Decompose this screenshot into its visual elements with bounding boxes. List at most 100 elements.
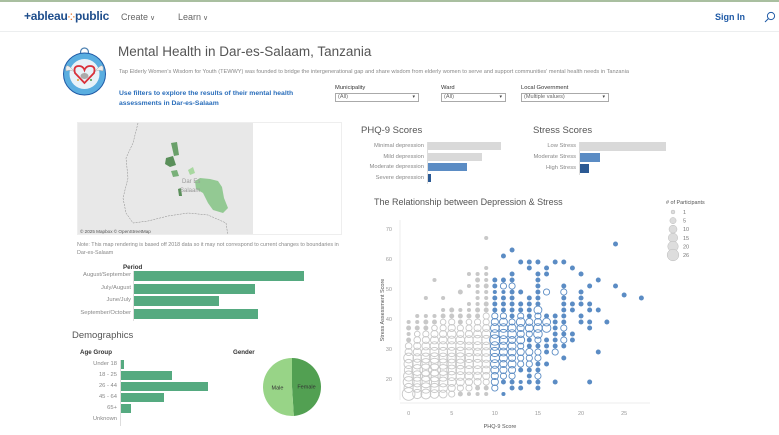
scatter-point[interactable] (507, 347, 517, 357)
scatter-point[interactable] (508, 318, 516, 326)
bar[interactable] (121, 371, 173, 380)
scatter-point[interactable] (561, 313, 567, 319)
scatter-point[interactable] (482, 371, 491, 381)
scatter-point[interactable] (587, 307, 593, 313)
scatter-point[interactable] (491, 312, 499, 320)
scatter-point[interactable] (466, 307, 472, 313)
scatter-point[interactable] (437, 376, 449, 388)
scatter-point[interactable] (419, 363, 433, 377)
scatter-point[interactable] (595, 307, 601, 313)
scatter-point[interactable] (561, 283, 567, 289)
scatter-point[interactable] (501, 289, 506, 295)
scatter-point[interactable] (484, 235, 489, 241)
scatter-point[interactable] (431, 319, 437, 325)
scatter-point[interactable] (466, 391, 472, 397)
bar[interactable] (121, 404, 131, 413)
scatter-point[interactable] (448, 318, 456, 326)
scatter-point[interactable] (604, 319, 610, 325)
scatter-point[interactable] (507, 341, 517, 351)
scatter-point[interactable] (508, 335, 517, 345)
scatter-point[interactable] (560, 288, 568, 296)
scatter-point[interactable] (475, 289, 480, 295)
scatter-point[interactable] (403, 365, 414, 375)
pie-slice-female[interactable] (292, 358, 322, 416)
scatter-point[interactable] (595, 349, 601, 355)
scatter-point[interactable] (509, 385, 515, 391)
scatter-point[interactable] (404, 347, 413, 357)
scatter-point[interactable] (561, 319, 567, 325)
scatter-point[interactable] (613, 283, 619, 289)
scatter-point[interactable] (475, 295, 480, 301)
scatter-point[interactable] (429, 346, 440, 358)
scatter-point[interactable] (438, 346, 449, 358)
scatter-point[interactable] (561, 331, 567, 337)
scatter-point[interactable] (415, 319, 420, 325)
scatter-point[interactable] (499, 372, 507, 380)
scatter-point[interactable] (423, 295, 428, 301)
scatter-point[interactable] (403, 352, 414, 364)
scatter-point[interactable] (475, 271, 480, 277)
bar[interactable] (428, 142, 501, 150)
scatter-point[interactable] (508, 372, 516, 380)
scatter-point[interactable] (439, 318, 447, 326)
scatter-point[interactable] (552, 337, 558, 343)
scatter-point[interactable] (473, 377, 482, 387)
scatter-point[interactable] (481, 329, 491, 339)
scatter-point[interactable] (498, 335, 509, 345)
scatter-point[interactable] (483, 283, 489, 289)
bar[interactable] (121, 382, 208, 391)
scatter-point[interactable] (404, 342, 413, 350)
bar[interactable] (580, 153, 600, 162)
scatter-point[interactable] (560, 324, 568, 332)
scatter-point[interactable] (516, 335, 526, 345)
scatter-point[interactable] (482, 323, 491, 333)
scatter-point[interactable] (509, 301, 515, 307)
scatter-point[interactable] (430, 329, 439, 339)
scatter-point[interactable] (490, 377, 499, 387)
scatter-point[interactable] (457, 289, 463, 295)
scatter-point[interactable] (438, 389, 448, 399)
scatter-point[interactable] (475, 307, 481, 313)
scatter-point[interactable] (438, 383, 448, 393)
scatter-point[interactable] (482, 378, 490, 386)
scatter-point[interactable] (578, 319, 584, 325)
filter-ward-select[interactable]: (All) ▾ (441, 93, 506, 102)
scatter-point[interactable] (441, 295, 446, 301)
scatter-point[interactable] (518, 259, 524, 265)
scatter-point[interactable] (490, 365, 500, 375)
scatter-point[interactable] (499, 282, 507, 290)
scatter-point[interactable] (437, 370, 449, 382)
scatter-point[interactable] (473, 323, 482, 333)
scatter-point[interactable] (517, 342, 525, 350)
tableau-public-logo[interactable]: +ableau⁘public (24, 9, 110, 23)
scatter-point[interactable] (492, 289, 497, 295)
scatter-point[interactable] (515, 317, 526, 327)
scatter-point[interactable] (516, 323, 525, 333)
scatter-point[interactable] (525, 330, 533, 338)
scatter-point[interactable] (508, 282, 516, 290)
scatter-point[interactable] (526, 313, 532, 319)
scatter-point[interactable] (490, 341, 500, 351)
scatter-point[interactable] (499, 365, 508, 375)
scatter-point[interactable] (483, 301, 489, 307)
scatter-point[interactable] (412, 388, 423, 400)
scatter-point[interactable] (534, 336, 542, 344)
scatter-point[interactable] (561, 295, 567, 301)
scatter-point[interactable] (475, 277, 481, 283)
scatter-point[interactable] (533, 317, 542, 327)
scatter-point[interactable] (526, 295, 532, 301)
scatter-point[interactable] (437, 364, 450, 376)
scatter-point[interactable] (499, 312, 507, 320)
scatter-point[interactable] (446, 346, 457, 358)
scatter-point[interactable] (526, 373, 532, 379)
scatter-point[interactable] (481, 365, 491, 375)
scatter-point[interactable] (464, 335, 474, 345)
scatter-point[interactable] (423, 319, 429, 325)
scatter-point[interactable] (535, 295, 541, 301)
scatter-point[interactable] (535, 367, 541, 373)
scatter-point[interactable] (526, 301, 532, 307)
scatter-point[interactable] (552, 325, 558, 331)
scatter-point[interactable] (535, 343, 541, 349)
scatter-point[interactable] (500, 253, 506, 259)
scatter-point[interactable] (454, 352, 466, 364)
